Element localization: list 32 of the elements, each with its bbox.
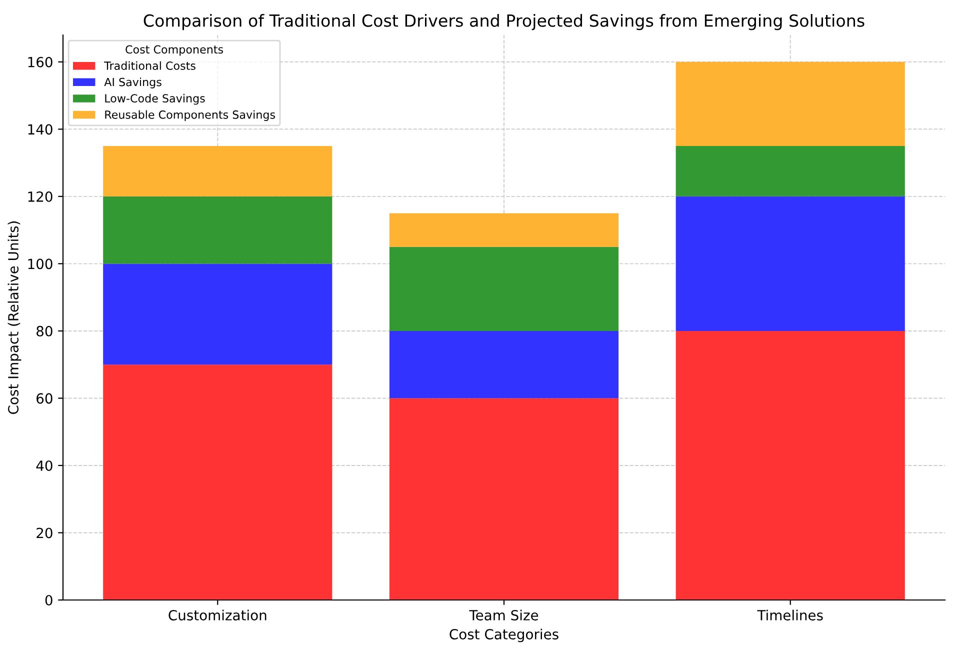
bar <box>676 196 905 331</box>
x-tick-label: Customization <box>168 610 266 620</box>
y-tick-label: 0 <box>45 594 52 606</box>
bar <box>389 246 619 331</box>
chart-title: Comparison of Traditional Cost Drivers and Projected Savings from Emerging Solutions <box>144 14 864 30</box>
bar <box>389 213 619 247</box>
bar <box>676 62 905 146</box>
bar <box>389 398 619 600</box>
bar <box>103 264 332 365</box>
y-tick-label: 60 <box>36 393 52 404</box>
bar <box>389 330 619 398</box>
y-tick-label: 40 <box>36 460 52 471</box>
bar <box>103 146 332 196</box>
y-tick-label: 140 <box>28 124 52 135</box>
legend-label: Reusable Components Savings <box>105 110 276 121</box>
bar <box>676 330 905 600</box>
x-axis-title: Cost Categories <box>450 628 558 642</box>
y-axis-title: Cost Impact (Relative Units) <box>8 221 22 414</box>
y-tick-label: 160 <box>28 56 52 68</box>
x-tick-label: Team Size <box>469 610 538 620</box>
y-tick-label: 80 <box>36 326 52 336</box>
legend-label: Low-Code Savings <box>105 94 205 105</box>
y-tick-label: 100 <box>28 258 52 270</box>
legend-label: AI Savings <box>104 78 162 88</box>
y-tick-label: 120 <box>28 191 52 202</box>
bar <box>103 364 332 600</box>
legend-title: Cost Components <box>126 45 223 56</box>
bar <box>676 146 905 196</box>
legend-label: Traditional Costs <box>104 61 196 70</box>
y-tick-label: 20 <box>36 528 52 538</box>
x-tick-label: Timelines <box>757 610 823 620</box>
bar <box>103 196 332 264</box>
